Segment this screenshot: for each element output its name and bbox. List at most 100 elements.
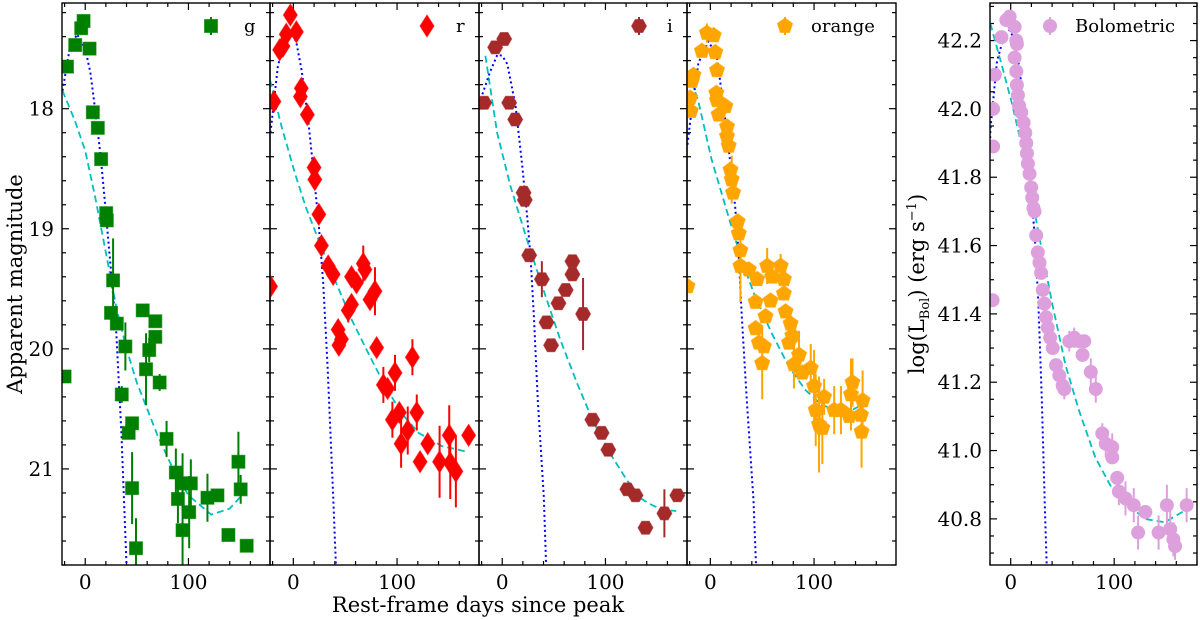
panel-orange: 0 100 orange [686,2,897,594]
data-point [1077,334,1092,349]
data-point [142,343,157,358]
data-point [106,273,121,288]
data-point [1037,296,1052,311]
data-point [1179,498,1194,513]
data-point [1088,382,1103,397]
data-points [990,9,1194,560]
data-point [1027,204,1042,219]
data-point [627,488,644,503]
data-point [853,423,870,439]
data-point [431,449,448,474]
data-point [990,293,1000,308]
data-point [68,38,83,53]
data-point [815,388,833,404]
data-point [775,284,793,301]
data-point [708,61,726,78]
data-point [148,314,163,329]
data-point [637,520,654,535]
legend: Bolometric [1043,16,1175,37]
data-point [757,307,774,324]
data-point [538,315,555,330]
data-point [1007,50,1022,65]
legend-marker [630,19,648,33]
legend-label: Bolometric [1075,16,1175,37]
y-tick-label: 40.8 [937,507,982,531]
panel-g: 0 100 18 19 20 21 g [29,2,271,594]
y-tick-label: 42.2 [937,29,982,53]
data-point [584,412,601,427]
data-point [1034,265,1049,280]
fit-curves [479,53,677,565]
data-point [832,401,850,418]
data-point [755,337,773,354]
data-point [299,102,315,127]
data-point [785,355,803,372]
data-point [805,377,823,393]
legend: g [204,16,256,37]
ylabel-superscript: −1 [905,202,920,221]
data-point [669,488,686,503]
data-point [564,254,581,269]
data-point [357,257,373,282]
y-tick-label: 41.6 [937,234,982,258]
legend-marker [776,17,794,33]
data-point [400,418,416,443]
data-point [148,329,163,344]
data-point [74,21,89,36]
data-point [420,431,436,456]
legend-label: g [244,16,256,37]
x-tick-label: 100 [1095,570,1133,594]
data-point [496,32,513,46]
data-point [109,316,124,331]
data-point [210,488,225,503]
data-point [564,267,581,282]
y-tick-label: 41.4 [937,302,982,326]
fit-dotted-curve [270,28,337,565]
data-point [1105,450,1120,465]
data-point [404,345,421,370]
data-point [543,338,560,353]
data-point [802,359,819,375]
data-points [687,23,871,473]
y-axis-label-magnitude: Apparent magnitude [3,174,27,395]
fit-curves [270,28,469,565]
data-point [292,84,308,109]
x-axis-label: Rest-frame days since peak [332,593,624,617]
y-tick-label: 41.0 [937,439,982,463]
legend-marker [204,19,218,33]
y-tick-label: 41.2 [937,370,982,394]
data-point [307,167,323,192]
legend: orange [776,16,875,37]
data-point [1029,228,1044,243]
data-point [575,307,592,321]
data-point [550,296,567,311]
data-point [777,302,794,319]
data-point [807,401,824,418]
data-point [325,262,341,287]
fit-curves [687,39,866,565]
data-point [118,339,133,354]
data-point [99,213,114,228]
data-point [62,369,72,384]
data-point [362,287,378,312]
x-tick-label: 100 [169,570,207,594]
data-point [844,373,861,390]
legend-marker [1043,19,1057,33]
data-point [990,101,1001,116]
data-point [448,459,464,484]
x-tick-label: 0 [704,570,717,594]
data-point [175,523,190,538]
data-point [762,292,779,308]
data-point [1151,525,1166,540]
data-point [748,270,766,287]
axes-frame [989,2,1198,566]
panel-bolometric: 0 100 40.8 41.0 41.2 41.4 41.6 41.8 42.0 42.2 Bolo… [937,2,1198,594]
legend: r [419,14,465,38]
data-points [62,14,254,565]
legend-label: i [667,16,673,37]
data-point [780,334,798,350]
y-tick-label: 41.8 [937,165,982,189]
x-tick-label: 0 [287,570,300,594]
data-point [720,137,737,153]
